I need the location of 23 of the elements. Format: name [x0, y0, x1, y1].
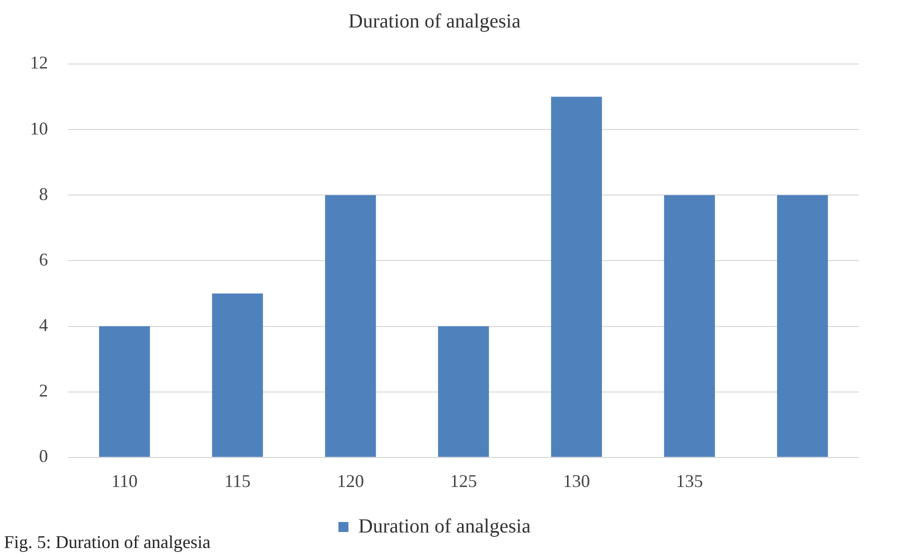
- bar: [664, 195, 715, 457]
- y-tick-label: 2: [39, 380, 48, 401]
- chart-title: Duration of analgesia: [348, 10, 521, 32]
- y-tick-label: 10: [30, 118, 48, 138]
- bar: [777, 195, 828, 457]
- x-tick-label: 120: [337, 470, 364, 491]
- bar: [99, 326, 150, 457]
- bar: [325, 195, 376, 457]
- caption: Fig. 5: Duration of analgesia: [4, 532, 210, 553]
- y-tick-label: 8: [39, 184, 48, 204]
- y-tick-label: 0: [39, 446, 48, 466]
- legend-label: Duration of analgesia: [358, 515, 531, 538]
- bar: [212, 293, 263, 457]
- x-tick-label: 125: [450, 470, 477, 491]
- y-tick-label: 4: [39, 315, 48, 335]
- x-tick-label: 130: [563, 470, 590, 491]
- x-tick-label: 135: [676, 470, 703, 491]
- x-tick-label: 110: [111, 470, 138, 491]
- y-tick-label: 12: [30, 52, 48, 73]
- x-tick-label: 115: [224, 470, 251, 491]
- bar: [438, 326, 489, 457]
- y-tick-label: 6: [39, 249, 48, 270]
- bar: [551, 96, 602, 457]
